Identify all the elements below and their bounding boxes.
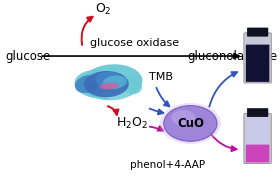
Ellipse shape <box>99 83 119 89</box>
Text: CuO: CuO <box>177 117 204 130</box>
Ellipse shape <box>75 75 99 93</box>
FancyBboxPatch shape <box>247 108 268 117</box>
Text: phenol+4-AAP: phenol+4-AAP <box>130 160 206 170</box>
Text: gluconolactone: gluconolactone <box>187 50 277 63</box>
Ellipse shape <box>74 70 122 98</box>
FancyBboxPatch shape <box>247 28 268 36</box>
Circle shape <box>160 103 221 144</box>
FancyArrowPatch shape <box>150 109 163 114</box>
FancyBboxPatch shape <box>244 33 271 83</box>
FancyArrowPatch shape <box>209 72 237 107</box>
FancyArrowPatch shape <box>81 17 93 45</box>
FancyArrowPatch shape <box>157 88 169 106</box>
FancyBboxPatch shape <box>246 145 269 162</box>
Bar <box>246 117 269 146</box>
Ellipse shape <box>81 64 143 100</box>
Text: H$_2$O$_2$: H$_2$O$_2$ <box>116 116 148 131</box>
FancyArrowPatch shape <box>108 106 118 115</box>
Ellipse shape <box>102 80 133 100</box>
Circle shape <box>164 106 217 141</box>
Ellipse shape <box>102 75 127 89</box>
Text: glucose oxidase: glucose oxidase <box>90 38 179 48</box>
Ellipse shape <box>84 71 129 97</box>
Ellipse shape <box>121 78 142 94</box>
FancyArrowPatch shape <box>150 126 163 131</box>
Text: glucose: glucose <box>6 50 51 63</box>
Circle shape <box>171 110 195 126</box>
FancyBboxPatch shape <box>244 113 271 163</box>
Ellipse shape <box>95 72 123 89</box>
FancyArrowPatch shape <box>210 133 237 151</box>
FancyBboxPatch shape <box>246 45 269 82</box>
Text: O$_2$: O$_2$ <box>95 2 112 17</box>
Text: TMB: TMB <box>149 72 173 82</box>
